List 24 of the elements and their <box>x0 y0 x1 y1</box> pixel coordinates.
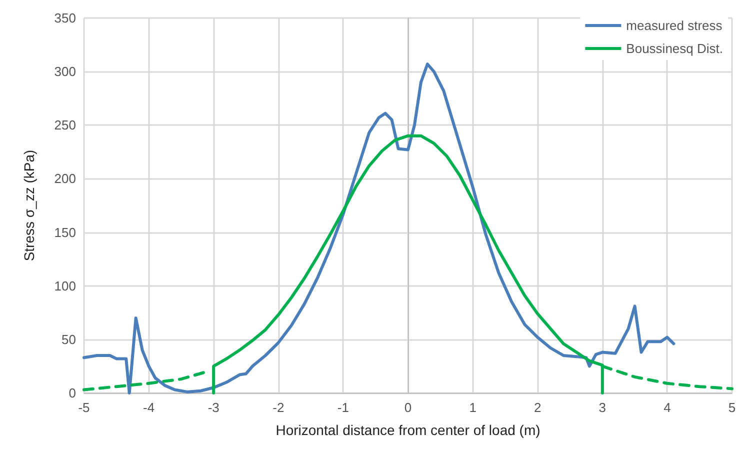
line-series <box>82 62 676 394</box>
x-tick-label: 2 <box>534 400 542 415</box>
legend-label: measured stress <box>626 18 723 33</box>
y-tick-label: 250 <box>54 118 76 133</box>
x-tick-label: 3 <box>598 400 606 415</box>
x-tick-label: -2 <box>272 400 284 415</box>
x-tick-label: 1 <box>469 400 476 415</box>
x-tick-label: 4 <box>664 400 671 415</box>
y-tick-label: 50 <box>62 332 76 347</box>
y-tick-label: 200 <box>54 171 76 186</box>
y-axis-title: Stress σ_zz (kPa) <box>21 150 37 262</box>
x-axis-title: Horizontal distance from center of load (m) <box>276 422 540 438</box>
y-tick-label: 100 <box>54 278 76 294</box>
x-tick-label: 5 <box>728 400 736 415</box>
x-tick-label: -5 <box>78 400 90 415</box>
x-tick-label: 0 <box>404 400 412 415</box>
x-tick-label: -1 <box>337 400 349 415</box>
x-tick-label: -3 <box>208 400 220 415</box>
y-tick-label: 150 <box>54 224 76 240</box>
x-tick-label: -4 <box>143 400 155 415</box>
y-tick-label: 300 <box>54 64 76 80</box>
legend-label: Boussinesq Dist. <box>626 41 724 56</box>
y-tick-label: 350 <box>54 10 76 26</box>
y-tick-label: 0 <box>68 386 76 400</box>
